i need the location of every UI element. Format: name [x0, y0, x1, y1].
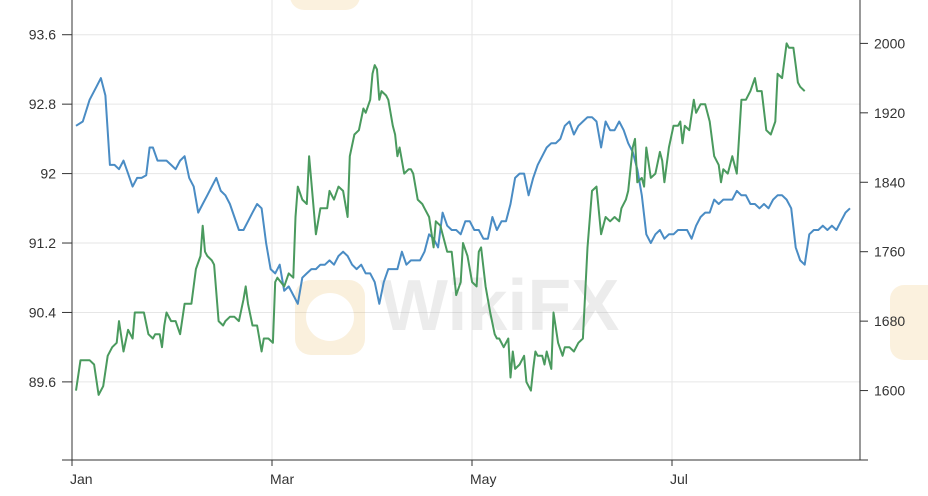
watermark-logo-circle: [306, 293, 354, 341]
right-tick-label: 1600: [874, 383, 905, 399]
left-axis-series-line: [75, 77, 851, 305]
watermark-logo-right: [890, 285, 928, 360]
watermark: WikiFX: [290, 0, 928, 360]
right-tick-label: 1760: [874, 244, 905, 260]
watermark-text: WikiFX: [380, 266, 619, 346]
x-tick-label: May: [470, 471, 496, 487]
gridlines: [71, 0, 860, 460]
right-axis-series-line: [75, 42, 806, 396]
watermark-logo-top: [290, 0, 360, 10]
left-tick-label: 93.6: [29, 27, 56, 43]
x-tick-label: Jan: [70, 471, 93, 487]
right-tick-label: 1680: [874, 313, 905, 329]
right-tick-label: 1840: [874, 174, 905, 190]
right-tick-label: 2000: [874, 35, 905, 51]
series-layer: [75, 42, 851, 396]
left-tick-label: 89.6: [29, 374, 56, 390]
right-tick-label: 1920: [874, 105, 905, 121]
left-tick-label: 90.4: [29, 304, 56, 320]
left-tick-label: 91.2: [29, 235, 56, 251]
x-tick-label: Jul: [670, 471, 688, 487]
x-tick-label: Mar: [270, 471, 294, 487]
axes: [62, 0, 868, 466]
left-tick-label: 92.8: [29, 96, 56, 112]
left-tick-label: 92: [40, 166, 56, 182]
tick-labels: 93.6 92.8 92 91.2 90.4 89.6 2000 1920 1840 1760 16…: [29, 27, 906, 487]
watermark-logo-shape: [295, 280, 365, 355]
wikifx-watermark: WikiFX: [290, 0, 928, 360]
